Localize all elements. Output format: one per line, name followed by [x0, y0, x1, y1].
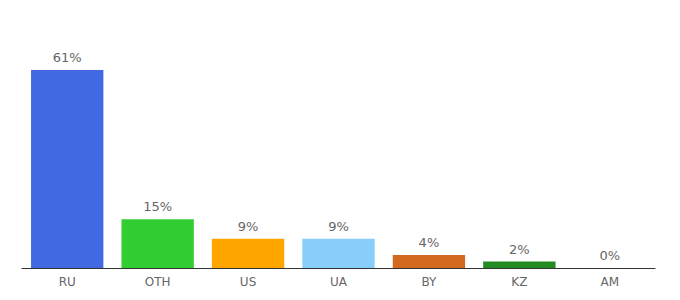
- svg-text:RU: RU: [59, 275, 76, 289]
- svg-text:9%: 9%: [238, 219, 259, 234]
- svg-text:9%: 9%: [328, 219, 349, 234]
- svg-text:KZ: KZ: [511, 275, 527, 289]
- svg-text:AM: AM: [601, 275, 620, 289]
- svg-text:0%: 0%: [599, 248, 620, 263]
- svg-text:UA: UA: [330, 275, 348, 289]
- svg-text:4%: 4%: [419, 235, 440, 250]
- svg-text:15%: 15%: [143, 199, 172, 214]
- svg-text:BY: BY: [421, 275, 437, 289]
- svg-text:US: US: [240, 275, 256, 289]
- svg-text:OTH: OTH: [145, 275, 171, 289]
- svg-text:2%: 2%: [509, 242, 530, 257]
- svg-text:61%: 61%: [53, 50, 82, 65]
